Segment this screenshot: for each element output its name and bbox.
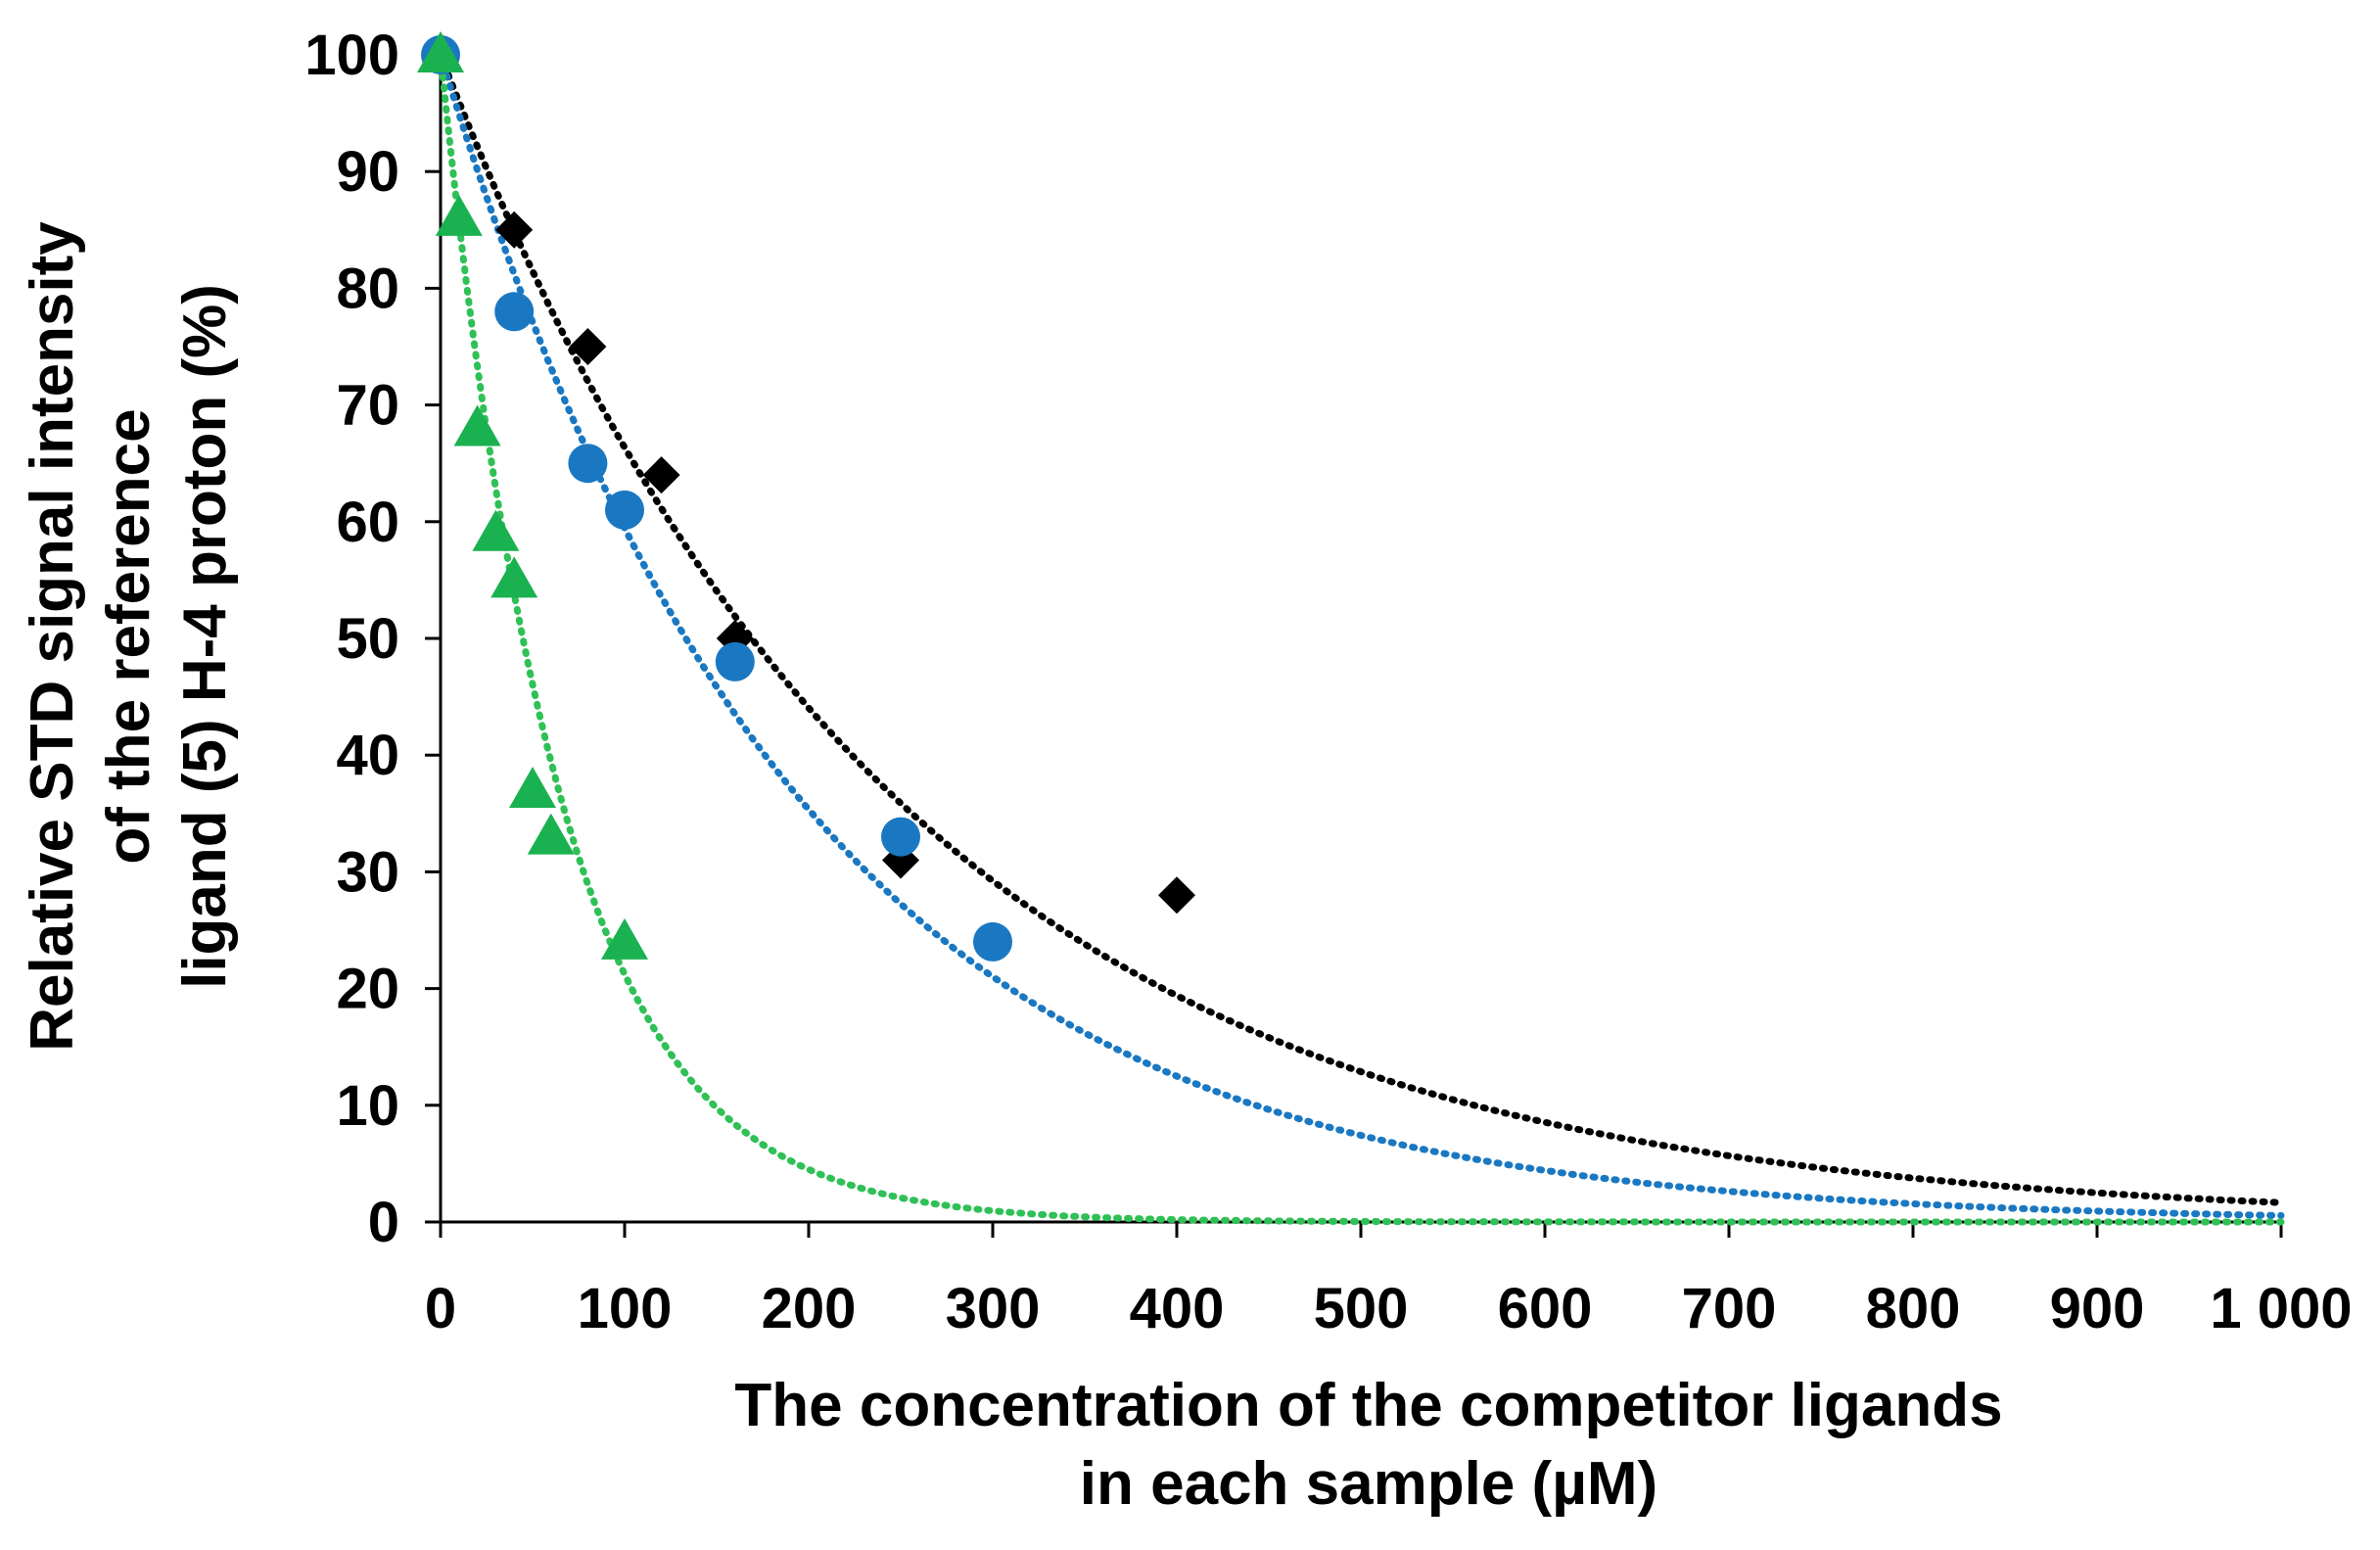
y-tick-label: 70 bbox=[336, 374, 399, 438]
y-tick-label: 20 bbox=[336, 958, 399, 1021]
x-tick-label: 300 bbox=[946, 1277, 1041, 1340]
y-tick-label: 90 bbox=[336, 140, 399, 204]
x-tick-label: 700 bbox=[1682, 1277, 1777, 1340]
black-diamonds-point bbox=[642, 456, 680, 494]
y-tick-label: 50 bbox=[336, 607, 399, 671]
blue-circles-trend-line bbox=[437, 51, 2285, 1219]
y-tick-label: 80 bbox=[336, 257, 399, 320]
green-triangles-point bbox=[417, 31, 464, 72]
data-points bbox=[417, 31, 1195, 962]
x-tick-label: 0 bbox=[425, 1277, 456, 1340]
blue-circles-point bbox=[715, 641, 755, 681]
x-tick-label: 1 000 bbox=[2210, 1277, 2352, 1340]
black-diamonds-point bbox=[495, 211, 534, 249]
green-triangles-point bbox=[527, 813, 575, 855]
y-tick-label: 0 bbox=[368, 1191, 399, 1254]
green-triangles-point bbox=[490, 556, 538, 598]
green-triangles-point bbox=[509, 766, 556, 808]
x-tick-label: 100 bbox=[578, 1277, 673, 1340]
black-diamonds-point bbox=[1158, 876, 1195, 915]
green-triangles-point bbox=[435, 194, 483, 236]
blue-circles-point bbox=[605, 490, 644, 530]
x-tick-label: 900 bbox=[2050, 1277, 2145, 1340]
blue-circles-point bbox=[568, 444, 608, 484]
axes bbox=[425, 53, 2283, 1238]
blue-circles-point bbox=[881, 817, 920, 857]
green-triangles-trend-line bbox=[437, 51, 2285, 1226]
x-tick-label: 800 bbox=[1866, 1277, 1961, 1340]
black-diamonds-point bbox=[569, 328, 607, 365]
blue-circles-point bbox=[494, 292, 535, 332]
y-axis-title-line-2: of the reference bbox=[95, 408, 163, 864]
x-axis-title-line-1: The concentration of the competitor liga… bbox=[734, 1372, 2002, 1439]
x-tick-label: 200 bbox=[762, 1277, 857, 1340]
y-tick-label: 10 bbox=[336, 1074, 399, 1138]
y-axis-title-line-3: ligand (5) H-4 proton (%) bbox=[171, 284, 239, 989]
y-tick-label: 100 bbox=[304, 23, 399, 87]
y-tick-label: 30 bbox=[336, 840, 399, 904]
y-tick-label: 40 bbox=[336, 724, 399, 787]
x-tick-label: 500 bbox=[1314, 1277, 1409, 1340]
x-tick-label: 400 bbox=[1130, 1277, 1225, 1340]
x-tick-label: 600 bbox=[1498, 1277, 1593, 1340]
blue-circles-point bbox=[973, 921, 1012, 962]
green-triangles-point bbox=[453, 404, 501, 446]
tick-labels: 0 10 20 30 40 50 60 70 80 90 100 0 100 200 300 400 500 60… bbox=[304, 23, 2352, 1340]
green-triangles-point bbox=[472, 509, 520, 551]
green-triangles-point bbox=[601, 917, 648, 960]
y-tick-label: 60 bbox=[336, 491, 399, 554]
black-diamonds-trend-line bbox=[437, 51, 2285, 1206]
x-axis-title-line-2: in each sample (µM) bbox=[1080, 1450, 1657, 1518]
y-axis-title-line-1: Relative STD signal intensity bbox=[19, 221, 86, 1052]
